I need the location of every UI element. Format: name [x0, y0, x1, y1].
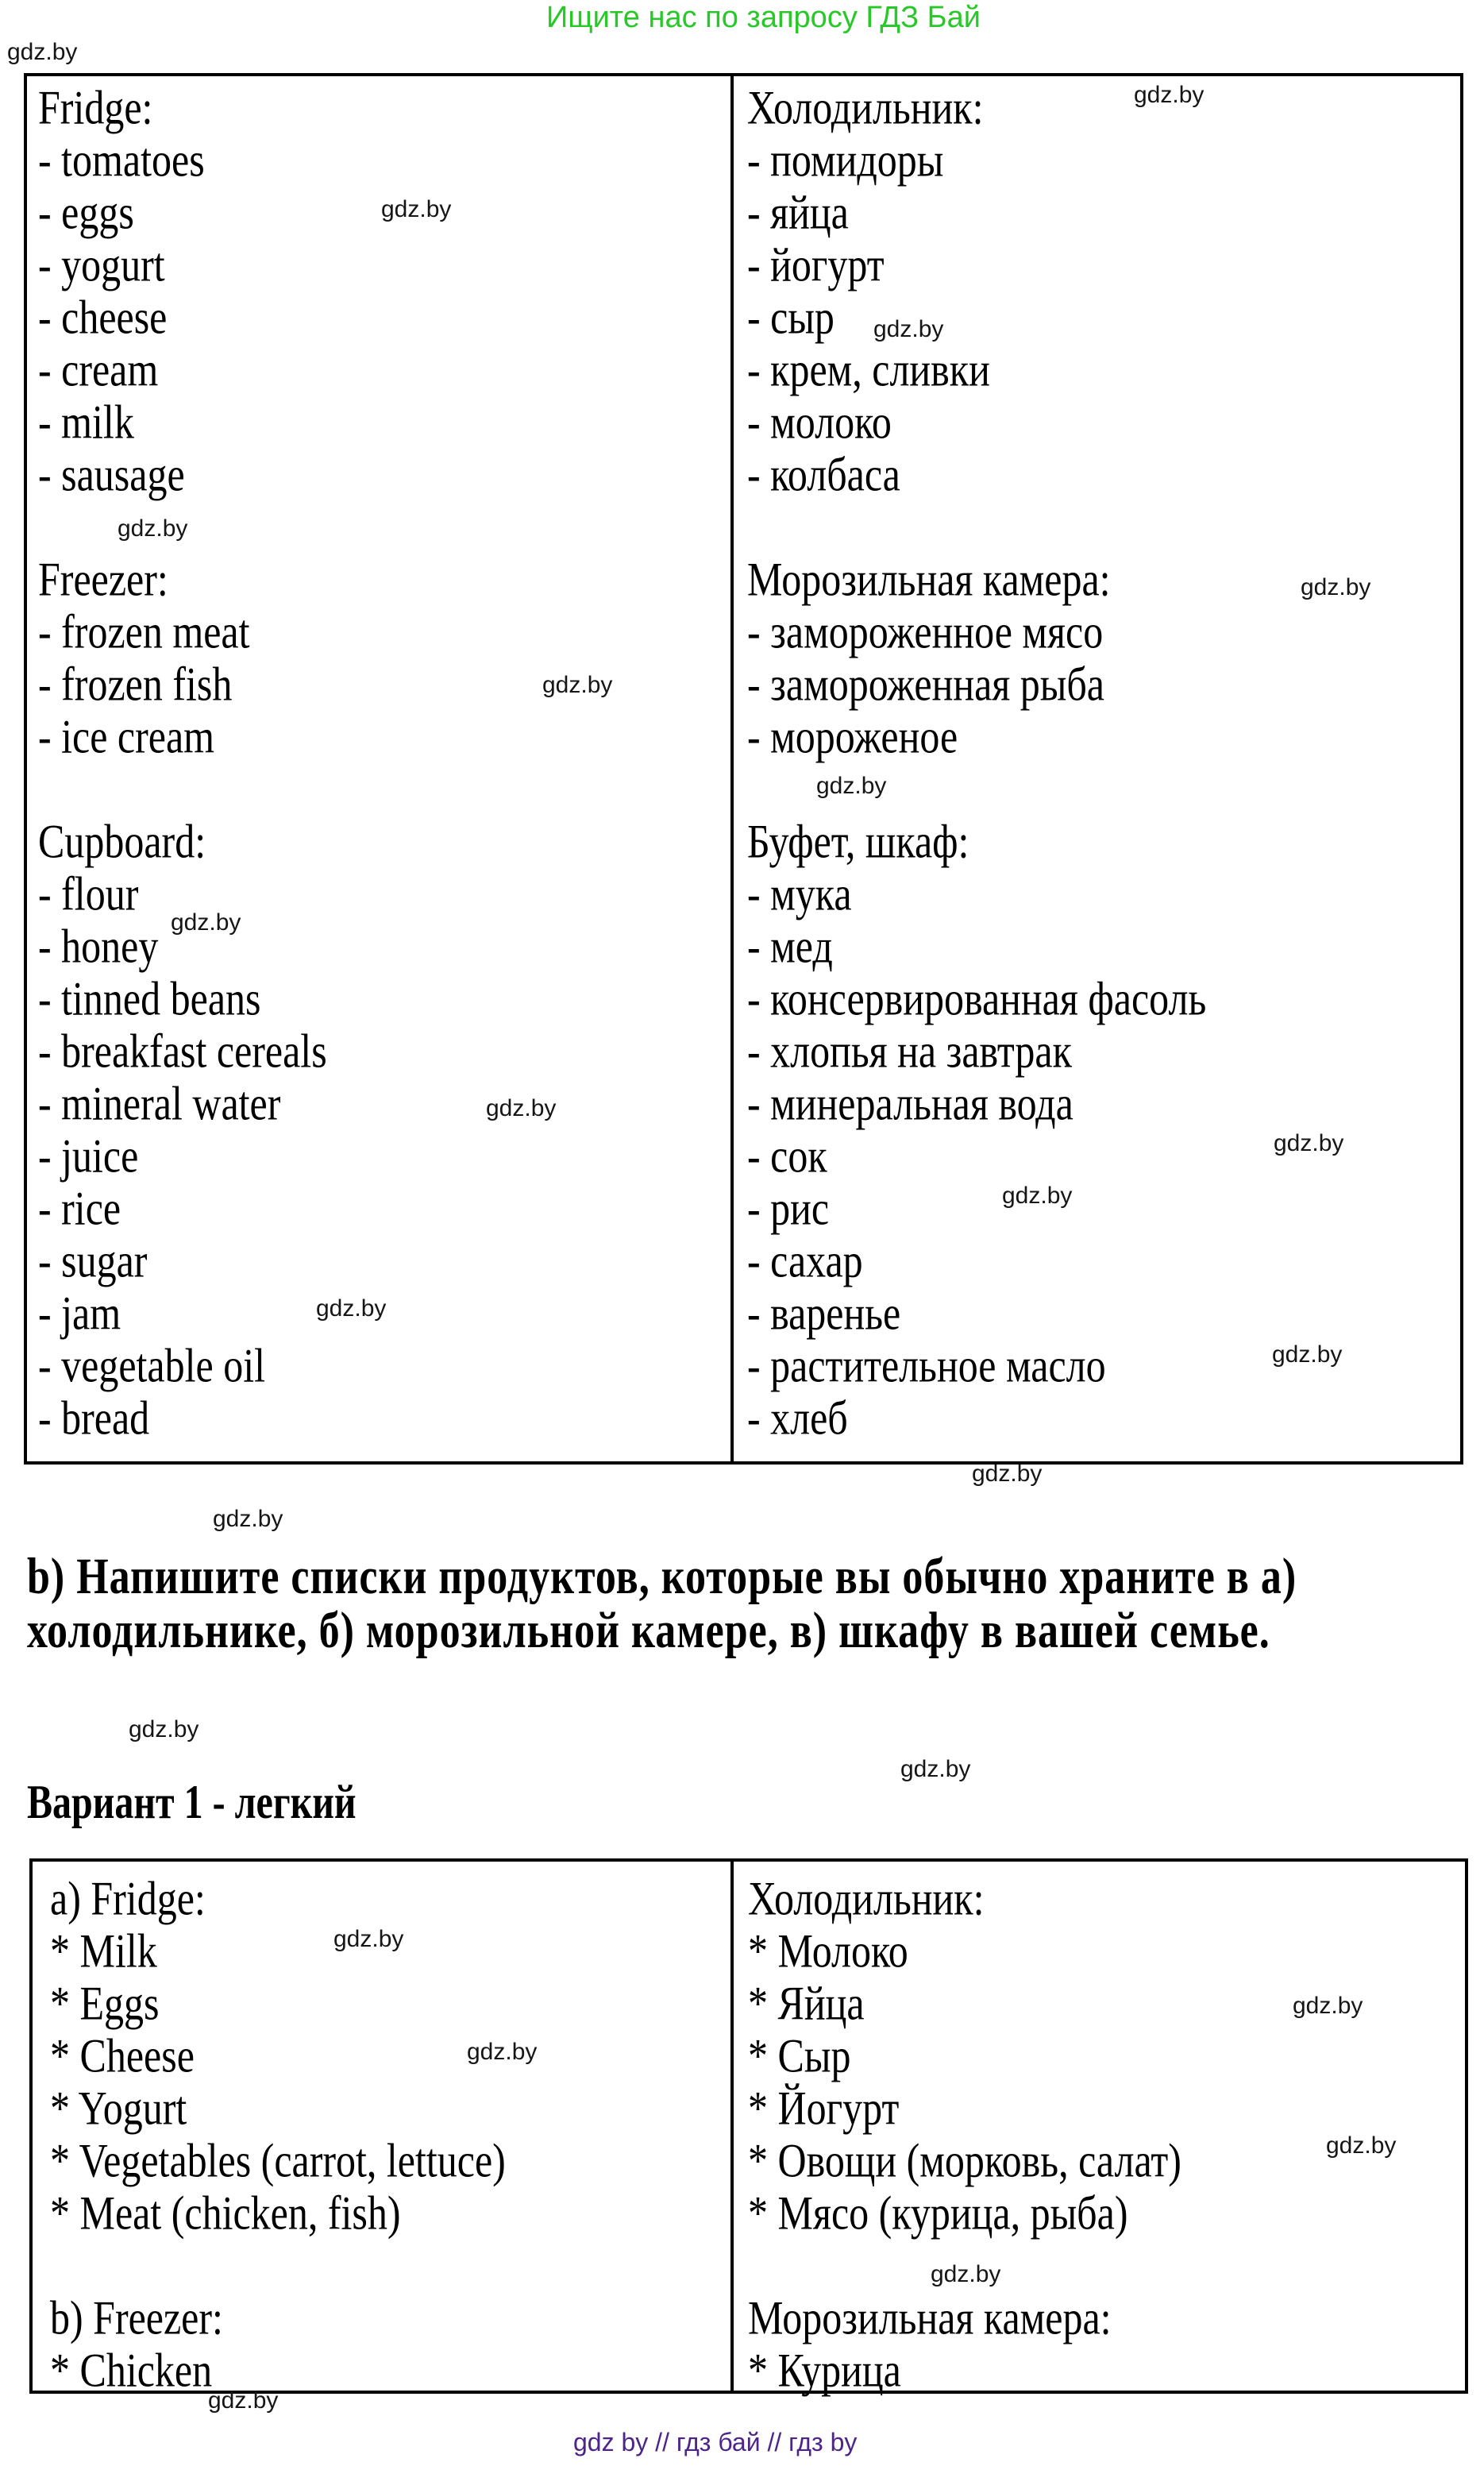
table-row: - vegetable oil [38, 1338, 265, 1392]
table-row: * Овощи (морковь, салат) [748, 2133, 1181, 2187]
table-row: - cheese [38, 290, 168, 344]
table-row: - sausage [38, 447, 185, 501]
variant-heading: Вариант 1 - легкий [27, 1776, 357, 1829]
table-row: - ice cream [38, 709, 215, 763]
table-row: Морозильная камера: [747, 552, 1111, 606]
table-row: * Яйца [748, 1976, 865, 2030]
table-row: Холодильник: [748, 1871, 985, 1925]
task-b-line-1: b) Напишите списки продуктов, которые вы… [27, 1548, 1297, 1605]
table-row: - сок [747, 1129, 827, 1183]
table-row: * Yogurt [50, 2081, 187, 2135]
table-row: - колбаса [747, 447, 900, 501]
task-b-line-2: холодильнике, б) морозильной камере, в) … [27, 1602, 1270, 1659]
table-row: - консервированная фасоль [747, 971, 1207, 1025]
table-row: - rice [38, 1181, 121, 1235]
table-row: - cream [38, 342, 159, 396]
table-row: - хлеб [747, 1391, 848, 1445]
table-row: - tinned beans [38, 971, 261, 1025]
vocabulary-column-russian: Холодильник: - помидоры - яйца - йогурт - сы… [734, 76, 1460, 1461]
table-row: - мед [747, 919, 833, 973]
table-row: * Курица [748, 2343, 901, 2397]
table-row: * Молоко [748, 1924, 908, 1978]
answer-column-russian: Холодильник: * Молоко * Яйца * Сыр * Йогурт *… [734, 1862, 1465, 2396]
table-row: Fridge: [38, 80, 153, 134]
answer-column-english: a) Fridge: * Milk * Eggs * Cheese * Yogurt * … [33, 1862, 744, 2396]
table-row: Буфет, шкаф: [747, 814, 969, 868]
table-row: * Chicken [50, 2343, 213, 2397]
table-row: * Мясо (курица, рыба) [748, 2186, 1128, 2240]
table-row: - sugar [38, 1233, 148, 1287]
table-row: - tomatoes [38, 133, 205, 187]
table-row: - flour [38, 866, 139, 920]
table-row: - eggs [38, 185, 134, 239]
table-row: - растительное масло [747, 1338, 1106, 1392]
table-row: * Vegetables (carrot, lettuce) [50, 2133, 506, 2187]
watermark-stamp: gdz.by [900, 1756, 971, 1782]
table-row: * Eggs [50, 1976, 160, 2030]
table-row: - мука [747, 866, 852, 920]
table-row: * Сыр [748, 2028, 851, 2082]
table-row: - помидоры [747, 133, 944, 187]
table-row: - breakfast cereals [38, 1024, 327, 1078]
table-row: - bread [38, 1391, 150, 1445]
table-row: - замороженная рыба [747, 657, 1104, 711]
column-divider [730, 76, 734, 1461]
table-row: * Cheese [50, 2028, 195, 2082]
table-row: b) Freezer: [50, 2290, 223, 2344]
column-divider [730, 1862, 734, 2391]
table-row: - яйца [747, 185, 849, 239]
table-row: - крем, сливки [747, 342, 990, 396]
table-row: * Meat (chicken, fish) [50, 2186, 401, 2240]
watermark-stamp: gdz.by [213, 1506, 283, 1532]
table-row: - mineral water [38, 1076, 281, 1130]
table-row: - jam [38, 1286, 121, 1340]
table-row: Морозильная камера: [748, 2290, 1112, 2344]
table-row: - рис [747, 1181, 830, 1235]
table-row: - мороженое [747, 709, 958, 763]
table-row: - варенье [747, 1286, 901, 1340]
table-row: - замороженное мясо [747, 604, 1104, 658]
vocabulary-column-english: Fridge: - tomatoes - eggs - yogurt - cheese -… [27, 76, 737, 1461]
table-row: - milk [38, 395, 134, 449]
table-row: Cupboard: [38, 814, 206, 868]
table-row: * Йогурт [748, 2081, 900, 2135]
variant1-answer-table: a) Fridge: * Milk * Eggs * Cheese * Yogurt * … [29, 1858, 1468, 2397]
task-b-paragraph: b) Напишите списки продуктов, которые вы… [27, 1549, 1456, 1659]
table-row: - сахар [747, 1233, 863, 1287]
table-row: a) Fridge: [50, 1871, 206, 1925]
table-row: * Milk [50, 1924, 157, 1978]
table-row: Холодильник: [747, 80, 984, 134]
table-row: - honey [38, 919, 159, 973]
table-row: - juice [38, 1129, 139, 1183]
table-row: - хлопья на завтрак [747, 1024, 1072, 1078]
table-row: Freezer: [38, 552, 168, 606]
table-row: - frozen fish [38, 657, 233, 711]
table-row: - минеральная вода [747, 1076, 1073, 1130]
watermark-stamp: gdz.by [7, 39, 78, 65]
promo-banner: Ищите нас по запросу ГДЗ Бай [546, 1, 981, 34]
table-row: - молоко [747, 395, 892, 449]
watermark-stamp: gdz.by [129, 1716, 199, 1742]
table-row: - frozen meat [38, 604, 250, 658]
table-row: - сыр [747, 290, 835, 344]
vocabulary-table: Fridge: - tomatoes - eggs - yogurt - cheese -… [24, 73, 1463, 1465]
footer-watermark-line: gdz by // гдз бай // гдз by [573, 2428, 858, 2456]
table-row: - yogurt [38, 237, 165, 291]
table-row: - йогурт [747, 237, 885, 291]
